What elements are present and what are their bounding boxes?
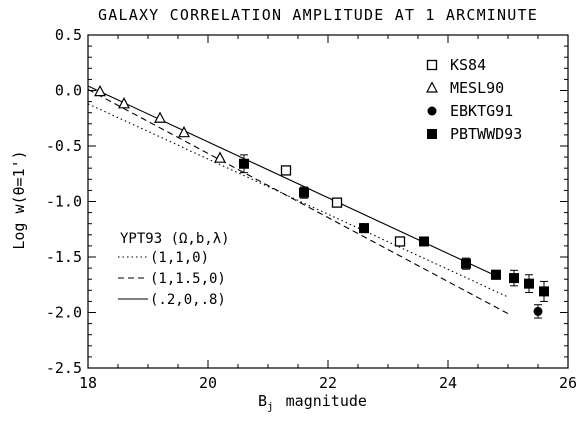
legend: KS84 MESL90 EBKTG91 PBTWWD93: [426, 56, 522, 143]
x-tick-label: 20: [199, 374, 217, 392]
point-ks84: [331, 197, 343, 208]
point-ks84: [394, 236, 406, 247]
x-axis-label: Bj magnitude: [258, 392, 367, 413]
y-axis-label: Log w(θ=1'): [10, 150, 28, 249]
point-pbtwwd93: [539, 286, 549, 297]
legend-label-ks84: KS84: [450, 56, 486, 74]
y-tick-label: -1.0: [46, 193, 82, 211]
point-pbtwwd93: [299, 187, 309, 198]
model-curve-dotted: [87, 103, 509, 298]
axis-ticks: [87, 34, 569, 369]
point-mesl90: [118, 97, 130, 109]
legend-marker-ks84: [426, 59, 438, 71]
x-tick-labels: 18 20 22 24 26: [79, 374, 577, 392]
legend-label-mesl90: MESL90: [450, 79, 504, 97]
point-mesl90: [214, 151, 226, 163]
point-pbtwwd93: [461, 258, 471, 269]
x-tick-label: 24: [439, 374, 457, 392]
point-pbtwwd93: [491, 269, 501, 280]
y-tick-label: -2.5: [46, 359, 82, 377]
x-tick-label: 18: [79, 374, 97, 392]
chart-title: GALAXY CORRELATION AMPLITUDE AT 1 ARCMIN…: [98, 6, 538, 24]
point-ebktg91: [533, 306, 543, 316]
point-mesl90: [154, 111, 166, 123]
model-curve-solid: [87, 85, 497, 277]
legend-label-pbtwwd93: PBTWWD93: [450, 125, 522, 143]
y-tick-label: 0.5: [55, 26, 82, 44]
point-mesl90: [178, 125, 190, 138]
x-tick-label: 22: [319, 374, 337, 392]
legend-label-ebktg91: EBKTG91: [450, 102, 513, 120]
y-tick-label: -2.0: [46, 304, 82, 322]
x-tick-label: 26: [559, 374, 577, 392]
point-pbtwwd93: [359, 223, 369, 234]
legend-marker-pbtwwd93: [427, 129, 437, 139]
point-pbtwwd93: [509, 273, 519, 284]
point-pbtwwd93: [239, 158, 249, 169]
point-mesl90: [94, 84, 106, 97]
data-points: [94, 84, 549, 319]
y-tick-labels: 0.5 0.0 -0.5 -1.0 -1.5 -2.0 -2.5: [46, 26, 82, 377]
point-ks84: [280, 165, 292, 176]
model-legend-header: YPT93 (Ω,b,λ): [120, 231, 230, 247]
y-tick-label: 0.0: [55, 82, 82, 100]
point-pbtwwd93: [524, 278, 534, 289]
model-legend-label: (1,1,0): [150, 250, 209, 266]
y-tick-label: -0.5: [46, 137, 82, 155]
model-legend-label: (.2,0,.8): [150, 292, 226, 308]
model-legend: YPT93 (Ω,b,λ) (1,1,0) (1,1.5,0) (.2,0,.8): [118, 231, 230, 308]
legend-marker-mesl90: [426, 81, 438, 93]
point-pbtwwd93: [419, 236, 429, 247]
y-tick-label: -1.5: [46, 248, 82, 266]
model-legend-label: (1,1.5,0): [150, 271, 226, 287]
legend-marker-ebktg91: [427, 106, 437, 116]
